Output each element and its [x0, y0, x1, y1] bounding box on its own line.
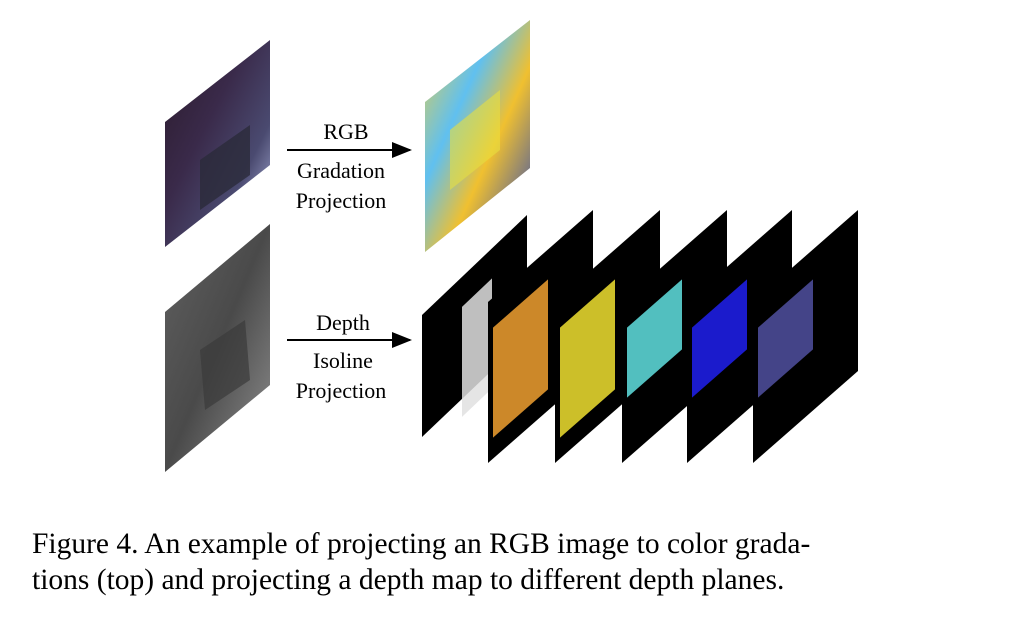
gradation-label: Gradation	[297, 158, 385, 183]
gradation-image-detail	[450, 90, 500, 190]
depth-label: Depth	[316, 310, 370, 335]
depth-plane-4	[622, 210, 727, 463]
rgb-label: RGB	[323, 119, 369, 144]
isoline-projection-label: Projection	[295, 378, 387, 403]
depth-plane-region	[692, 279, 747, 398]
rgb-image	[165, 40, 270, 247]
gradation-projection-label: Projection	[295, 188, 387, 213]
depth-plane-region	[462, 278, 492, 417]
figure-caption: Figure 4. An example of projecting an RG…	[32, 526, 1002, 598]
depth-plane-3	[555, 210, 660, 463]
depth-plane-region	[758, 279, 813, 398]
isoline-label: Isoline	[313, 348, 373, 373]
depth-map-shadow	[200, 320, 250, 410]
caption-line-1: Figure 4. An example of projecting an RG…	[32, 528, 811, 560]
depth-plane-region	[627, 279, 682, 398]
depth-plane-5	[687, 210, 792, 463]
depth-plane-6	[753, 210, 858, 463]
depth-plane-2	[488, 210, 593, 463]
depth-plane-1	[422, 215, 527, 437]
caption-line-2: tions (top) and projecting a depth map t…	[32, 564, 785, 596]
depth-plane-region	[493, 279, 548, 438]
depth-planes-stack	[422, 210, 858, 463]
rgb-image-desk	[200, 125, 250, 210]
depth-plane-region	[560, 279, 615, 438]
